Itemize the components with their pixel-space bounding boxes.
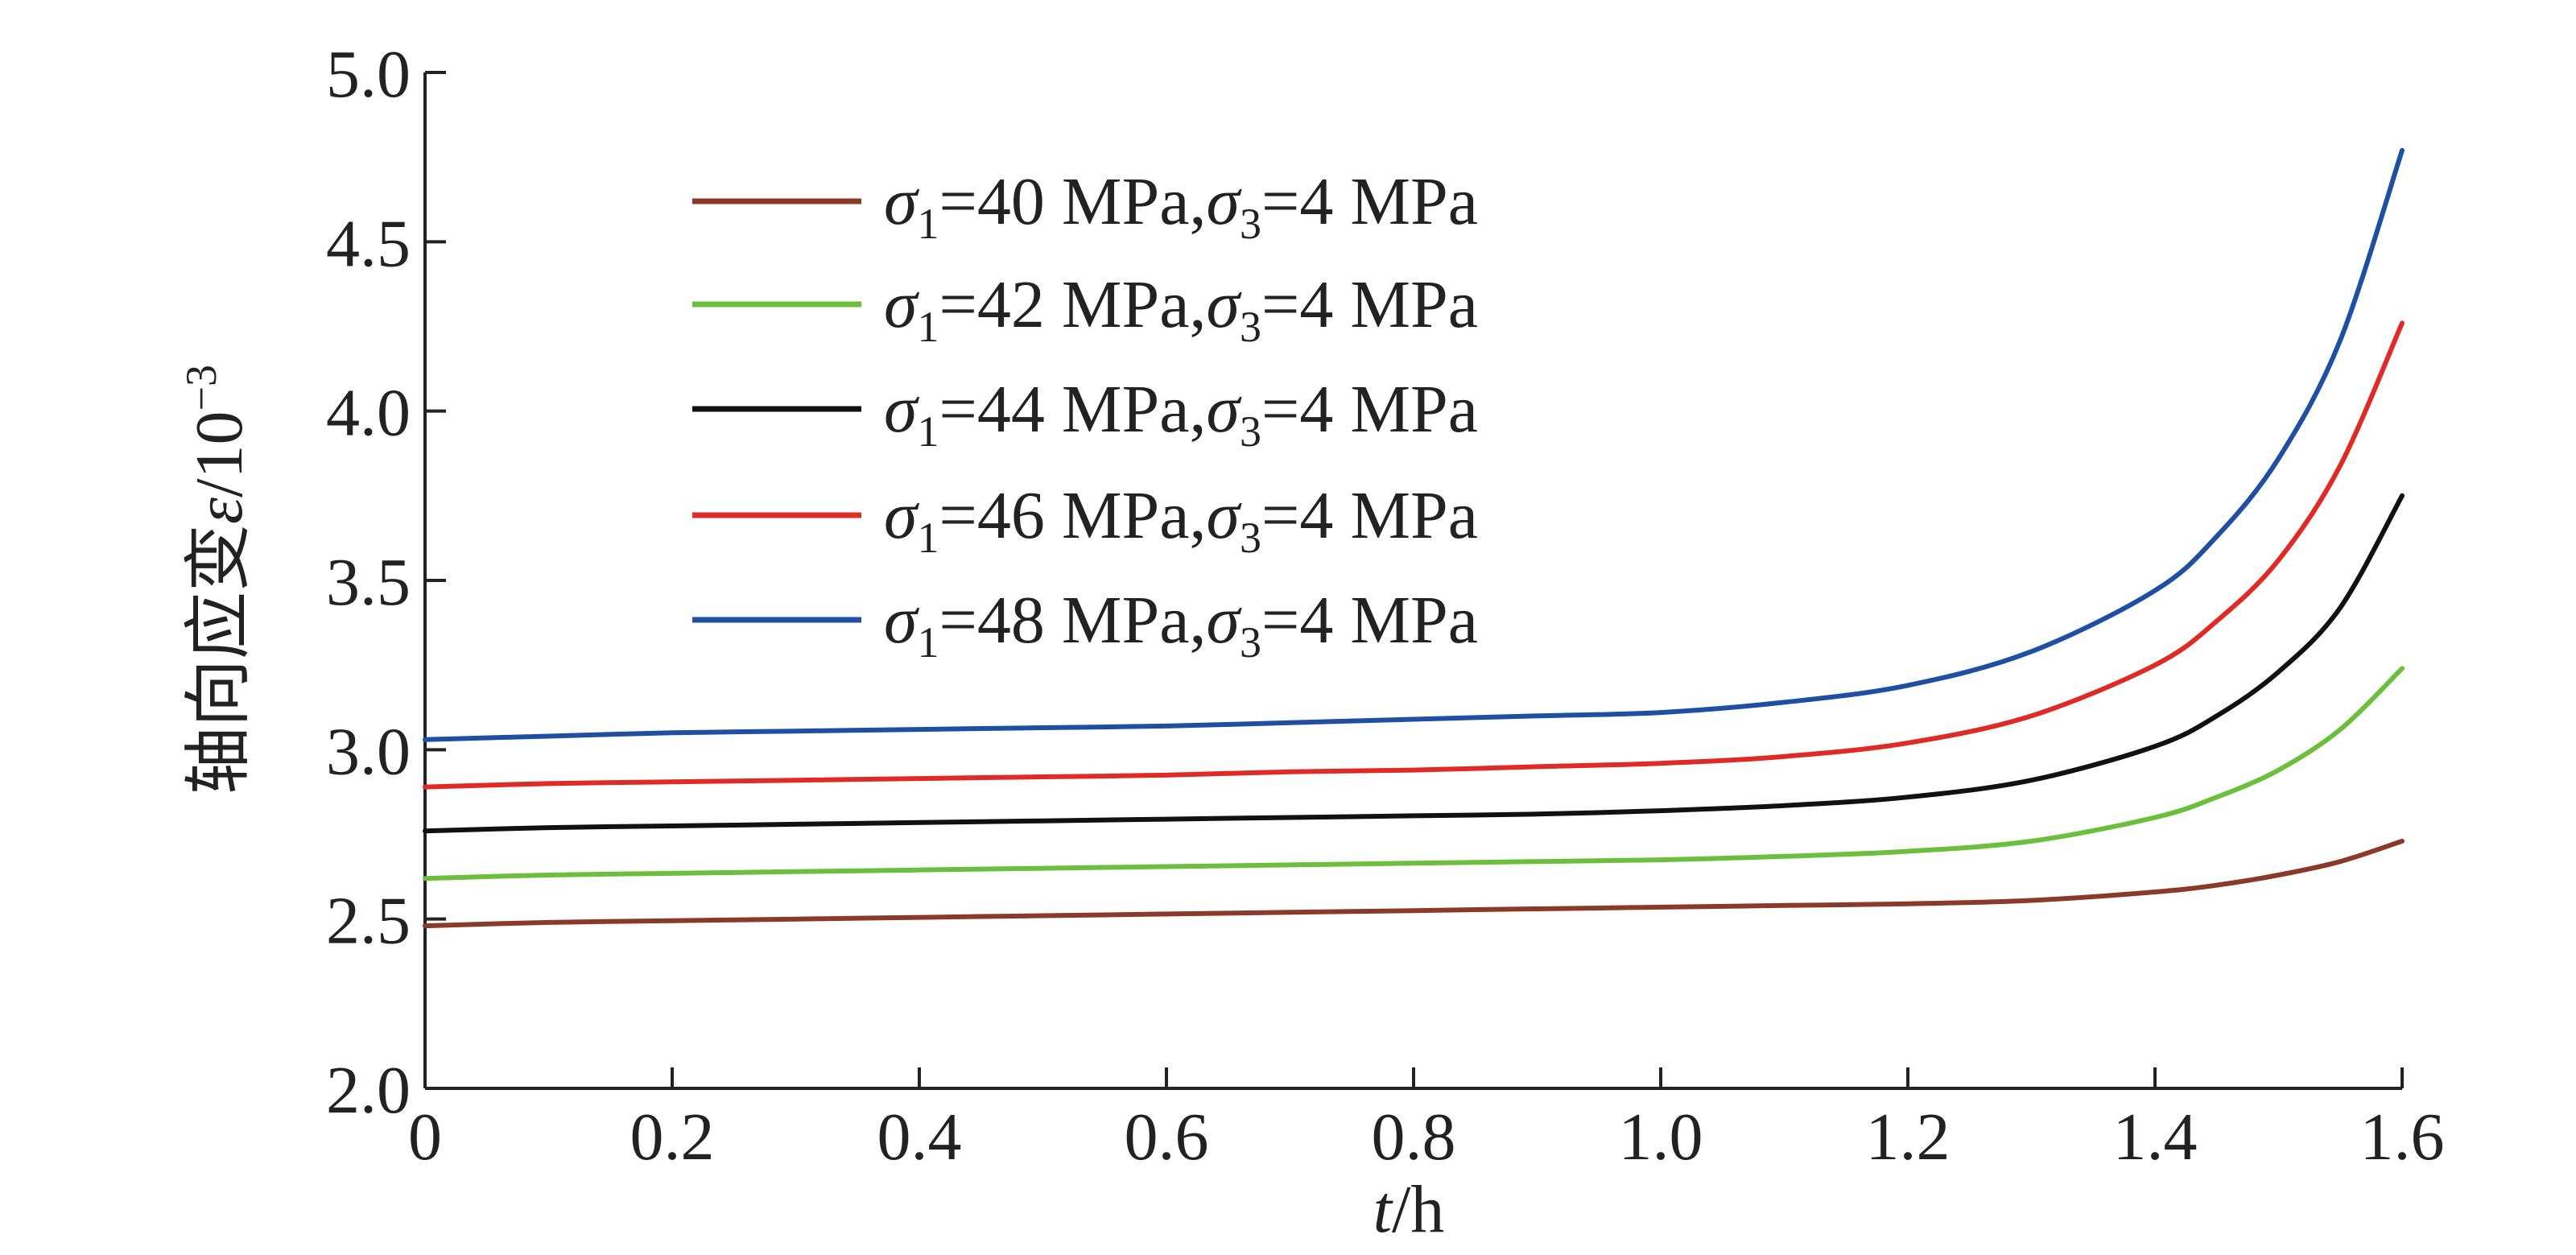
legend-entry-sigma1-42: σ1=42 MPa,σ3=4 MPa [884, 267, 1478, 351]
series-line-sigma1-44 [423, 493, 2405, 834]
y-tick-label: 4.0 [326, 376, 411, 451]
x-axis-title: t/h [1373, 1172, 1445, 1247]
x-tick-label: 0.8 [1372, 1100, 1456, 1174]
y-axis-title-exponent: −3 [177, 365, 225, 411]
y-tick-label: 2.0 [326, 1053, 411, 1128]
legend: σ1=40 MPa,σ3=4 MPa σ1=42 MPa,σ3=4 MPa σ1=4… [692, 164, 1478, 667]
x-axis-title-symbol: t [1373, 1172, 1394, 1247]
y-axis-title: 轴向应变ε/10−3 [177, 365, 257, 795]
x-tick-label: 0.4 [877, 1100, 962, 1174]
y-axis-title-label: 轴向应变 [182, 524, 257, 795]
x-tick-label: 0.6 [1125, 1100, 1209, 1174]
y-axis-title-symbol: ε [182, 497, 257, 524]
y-tick-label: 4.5 [326, 206, 411, 281]
x-tick-label: 1.6 [2360, 1100, 2445, 1174]
x-tick-label: 1.0 [1619, 1100, 1703, 1174]
series-line-sigma1-46 [423, 320, 2405, 790]
y-tick-label: 5.0 [326, 37, 411, 112]
y-tick-label: 2.5 [326, 884, 411, 959]
y-tick-label: 3.0 [326, 714, 411, 789]
y-axis-title-unit: /10 [182, 411, 257, 497]
y-tick-label: 3.5 [326, 545, 411, 620]
x-tick-label: 1.4 [2113, 1100, 2198, 1174]
x-axis-title-unit: /h [1392, 1172, 1444, 1247]
series-line-sigma1-40 [423, 838, 2405, 929]
axes-layer: 0 0.2 0.4 0.6 0.8 1.0 1.2 1.4 1.6 2.0 2.5 3.0 3.5 4.0… [326, 37, 2445, 1174]
series-line-sigma1-48 [423, 147, 2405, 742]
x-tick-label: 0 [408, 1100, 442, 1174]
legend-entry-sigma1-44: σ1=44 MPa,σ3=4 MPa [884, 372, 1478, 456]
x-tick-label: 0.2 [630, 1100, 715, 1174]
legend-entry-sigma1-46: σ1=46 MPa,σ3=4 MPa [884, 478, 1478, 562]
legend-entry-sigma1-40: σ1=40 MPa,σ3=4 MPa [884, 164, 1478, 248]
x-tick-label: 1.2 [1866, 1100, 1951, 1174]
series-line-sigma1-42 [423, 666, 2405, 881]
series-layer [423, 147, 2405, 929]
legend-entry-sigma1-48: σ1=48 MPa,σ3=4 MPa [884, 583, 1478, 667]
